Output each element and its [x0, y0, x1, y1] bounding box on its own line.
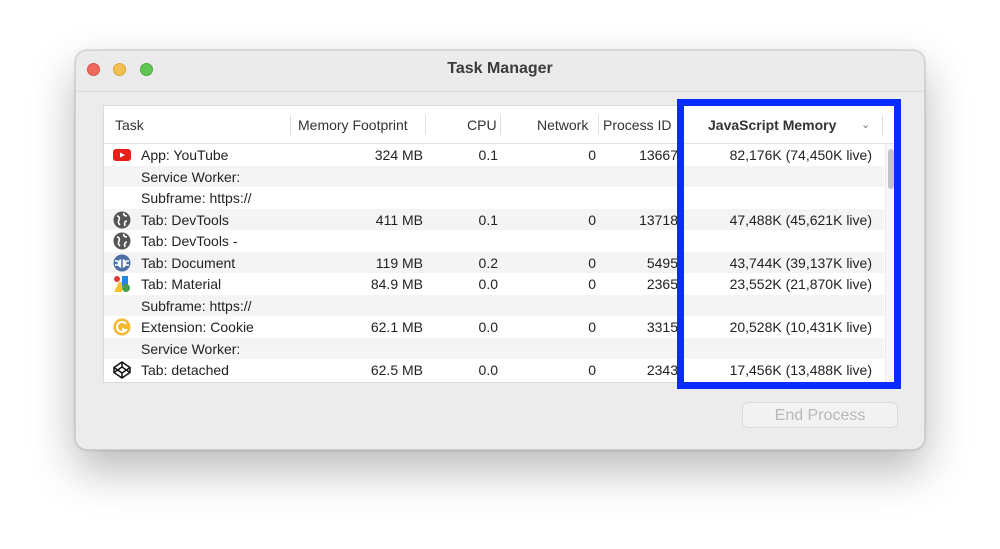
memory-footprint: 84.9 MB	[370, 276, 423, 292]
task-name: Tab: detached	[141, 362, 229, 378]
javascript-memory-highlight	[677, 99, 901, 389]
javascript-memory: 47,488K (45,621K live)	[729, 211, 872, 228]
close-button[interactable]	[87, 63, 100, 76]
memory-footprint: 119 MB	[375, 254, 423, 271]
globe-icon	[113, 232, 131, 250]
task-name: Subframe: https://	[141, 297, 252, 314]
cpu: 0.0	[478, 319, 498, 335]
memory-footprint: 411 MB	[375, 211, 423, 228]
network: 0	[588, 211, 596, 228]
cpu: 0.0	[478, 276, 498, 292]
network: 0	[588, 147, 596, 163]
table-row[interactable]: Tab: detached 62.5 MB 0.0 0 2343 17,456K (13,…	[104, 359, 884, 381]
table-row[interactable]: Extension: Cookie 62.1 MB 0.0 0 3315 20,528K …	[104, 316, 884, 338]
table-row[interactable]: Service Worker:	[104, 165, 884, 187]
globe-icon	[113, 211, 131, 229]
task-name: Subframe: https://	[141, 190, 252, 206]
process-id: 2365	[646, 276, 678, 292]
network: 0	[588, 319, 596, 335]
vertical-scrollbar[interactable]	[885, 144, 895, 382]
table-row[interactable]: Tab: Document 119 MB 0.2 0 5495 43,744K (39,1…	[104, 251, 884, 273]
table-row[interactable]: Tab: DevTools -	[104, 230, 884, 252]
scrollbar-thumb[interactable]	[888, 149, 894, 189]
end-process-button[interactable]: End Process	[742, 402, 898, 428]
task-name: Tab: DevTools -	[141, 233, 238, 249]
chevron-down-icon[interactable]: ⌄	[861, 119, 871, 131]
javascript-memory: 20,528K (10,431K live)	[729, 319, 872, 335]
memory-footprint: 324 MB	[374, 147, 423, 163]
column-header-network[interactable]: Network	[537, 117, 589, 133]
material-icon	[113, 275, 131, 293]
table-row[interactable]: Subframe: https://	[104, 294, 884, 316]
maximize-button[interactable]	[140, 63, 153, 76]
cookie-extension-icon	[113, 318, 131, 336]
memory-footprint: 62.5 MB	[370, 362, 423, 378]
task-name: Extension: Cookie	[141, 319, 254, 335]
column-header-process-id[interactable]: Process ID	[603, 117, 672, 133]
task-name: Service Worker:	[141, 168, 241, 185]
task-manager-window: Task Manager Task Memory Footprint CPU N…	[75, 50, 925, 450]
task-name: Tab: DevTools	[141, 211, 229, 228]
table-row[interactable]: Subframe: https://	[104, 187, 884, 209]
cpu: 0.0	[478, 362, 498, 378]
task-name: Tab: Document	[141, 254, 236, 271]
process-id: 3315	[646, 319, 678, 335]
javascript-memory: 82,176K (74,450K live)	[729, 147, 872, 163]
cpu: 0.1	[478, 147, 498, 163]
column-header-memory[interactable]: Memory Footprint	[298, 117, 408, 133]
process-id: 5495	[646, 254, 678, 271]
task-name: App: YouTube	[141, 147, 229, 163]
javascript-memory: 23,552K (21,870K live)	[729, 276, 872, 292]
task-table: Task Memory Footprint CPU Network Proces…	[103, 105, 896, 383]
cpu: 0.1	[478, 211, 498, 228]
table-header: Task Memory Footprint CPU Network Proces…	[104, 106, 895, 144]
column-header-task[interactable]: Task	[115, 117, 144, 133]
table-row[interactable]: Tab: Material 84.9 MB 0.0 0 2365 23,552K (21,…	[104, 273, 884, 295]
network: 0	[588, 276, 596, 292]
column-header-cpu[interactable]: CPU	[467, 117, 497, 133]
network: 0	[588, 362, 596, 378]
codepen-icon	[113, 361, 131, 379]
youtube-icon	[113, 146, 131, 164]
cpu: 0.2	[478, 254, 498, 271]
bug-icon	[113, 254, 131, 272]
process-id: 13667	[639, 147, 678, 163]
task-name: Service Worker:	[141, 340, 241, 357]
minimize-button[interactable]	[113, 63, 126, 76]
window-title: Task Manager	[447, 60, 553, 77]
javascript-memory: 43,744K (39,137K live)	[729, 254, 872, 271]
table-row[interactable]: Service Worker:	[104, 337, 884, 359]
process-id: 13718	[639, 211, 678, 228]
process-id: 2343	[646, 362, 678, 378]
task-name: Tab: Material	[141, 276, 222, 292]
table-row[interactable]: App: YouTube 324 MB 0.1 0 13667 82,176K (74,4…	[104, 144, 884, 166]
javascript-memory: 17,456K (13,488K live)	[729, 362, 872, 378]
network: 0	[588, 254, 596, 271]
title-bar: Task Manager	[76, 51, 924, 92]
column-header-javascript-memory[interactable]: JavaScript Memory	[708, 117, 837, 133]
memory-footprint: 62.1 MB	[370, 319, 423, 335]
table-row[interactable]: Tab: DevTools 411 MB 0.1 0 13718 47,488K (45,…	[104, 208, 884, 230]
